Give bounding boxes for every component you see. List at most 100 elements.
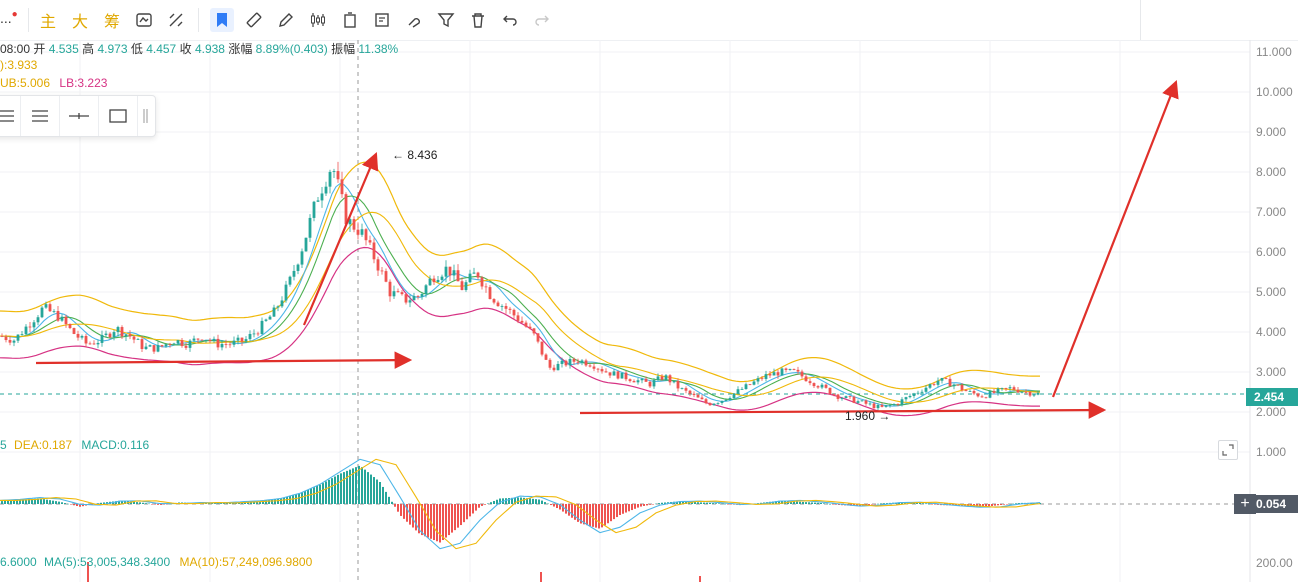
- main-indicator-button[interactable]: 主: [39, 14, 56, 31]
- macd-bar: [346, 470, 348, 504]
- candle-body: [388, 281, 392, 297]
- macd-bar: [661, 502, 663, 504]
- macd-bar: [334, 476, 336, 504]
- indicator-icon[interactable]: [164, 8, 188, 32]
- delete-icon[interactable]: [466, 8, 490, 32]
- macd-bar: [133, 501, 135, 504]
- candle-body: [736, 389, 740, 394]
- candle-body: [912, 393, 916, 396]
- parallel-lines-icon[interactable]: [21, 96, 60, 136]
- macd-bar: [625, 504, 627, 513]
- candle-body: [344, 194, 348, 225]
- macd-bar: [529, 498, 531, 504]
- macd-bar: [340, 473, 342, 504]
- macd-bar: [718, 503, 720, 504]
- candle-body: [436, 279, 440, 283]
- macd-bar: [679, 501, 681, 504]
- candle-body: [92, 343, 96, 345]
- candle-body: [688, 390, 692, 394]
- more-dots-icon[interactable]: ...●: [0, 9, 18, 26]
- current-price-tag: 2.454: [1246, 388, 1298, 406]
- macd-bar: [382, 486, 384, 504]
- menu-icon[interactable]: [0, 96, 21, 136]
- macd-bar: [361, 467, 363, 504]
- change-value: 8.89%(0.403): [255, 42, 328, 56]
- candle-body: [48, 304, 52, 312]
- expand-icon[interactable]: [1218, 440, 1238, 460]
- candle-body: [1004, 387, 1008, 389]
- undo-icon[interactable]: [498, 8, 522, 32]
- candlestick-chart[interactable]: [0, 40, 1298, 582]
- magnet-icon[interactable]: [402, 8, 426, 32]
- ruler-icon[interactable]: [242, 8, 266, 32]
- candle-body: [524, 322, 528, 327]
- candle-body: [564, 360, 568, 366]
- candle-body: [240, 337, 244, 342]
- macd-bar: [286, 496, 288, 504]
- filter-icon[interactable]: [434, 8, 458, 32]
- candle-body: [596, 368, 600, 370]
- macd-bar: [487, 503, 489, 504]
- candle-body: [900, 399, 904, 405]
- candlestick-icon[interactable]: [306, 8, 330, 32]
- pen-icon[interactable]: [274, 8, 298, 32]
- macd-bar: [901, 502, 903, 504]
- candle-body: [40, 307, 44, 318]
- macd-bar: [694, 502, 696, 504]
- candle-body: [528, 326, 532, 329]
- macd-bar: [16, 499, 18, 504]
- notes-icon[interactable]: [370, 8, 394, 32]
- drag-handle-icon[interactable]: [138, 96, 155, 136]
- high-marker-label: ← 8.436: [392, 148, 438, 162]
- macd-bar: [655, 503, 657, 505]
- rectangle-icon[interactable]: [99, 96, 138, 136]
- macd-bar: [106, 502, 108, 504]
- red-arrow: [579, 401, 1107, 419]
- macd-bar: [826, 503, 828, 505]
- candle-body: [100, 334, 104, 343]
- macd-bar: [916, 502, 918, 504]
- candle-body: [624, 372, 628, 380]
- macd-bar: [856, 504, 858, 507]
- candle-body: [980, 396, 984, 398]
- candle-body: [848, 396, 852, 397]
- ohlc-info: 08:00 开 4.535 高 4.973 低 4.457 收 4.938 涨幅…: [0, 42, 399, 56]
- macd-bar: [13, 500, 15, 504]
- macd-bar: [919, 502, 921, 504]
- candle-body: [28, 326, 32, 328]
- horizontal-line-icon[interactable]: [60, 96, 99, 136]
- macd-bar: [643, 504, 645, 506]
- candle-body: [68, 324, 72, 329]
- candle-body: [328, 171, 332, 187]
- candle-body: [508, 308, 512, 310]
- macd-bar: [100, 502, 102, 504]
- macd-bar: [19, 499, 21, 504]
- candle-body: [936, 380, 940, 385]
- chip-distribution-button[interactable]: 筹: [103, 14, 120, 31]
- candle-body: [8, 340, 12, 343]
- candle-body: [392, 291, 396, 297]
- candle-body: [1000, 387, 1004, 389]
- redo-icon[interactable]: [530, 8, 554, 32]
- candle-body: [1012, 387, 1016, 390]
- macd-bar: [28, 499, 30, 504]
- copy-icon[interactable]: [338, 8, 362, 32]
- candle-body: [872, 403, 876, 409]
- big-order-button[interactable]: 大: [71, 14, 88, 31]
- macd-bar: [1006, 504, 1008, 505]
- add-indicator-button[interactable]: +: [1234, 494, 1256, 514]
- macd-bar: [262, 500, 264, 504]
- macd-bar: [706, 502, 708, 504]
- macd-bar: [772, 501, 774, 504]
- macd-bar: [640, 504, 642, 507]
- screenshot-icon[interactable]: [132, 8, 156, 32]
- macd-bar: [544, 502, 546, 504]
- dea-line: [0, 458, 1041, 550]
- bookmark-icon[interactable]: [210, 8, 234, 32]
- candle-body: [576, 361, 580, 363]
- macd-bar: [928, 503, 930, 505]
- candle-body: [316, 200, 320, 202]
- macd-bar: [223, 502, 225, 504]
- macd-bar: [7, 500, 9, 504]
- macd-bar: [628, 504, 630, 512]
